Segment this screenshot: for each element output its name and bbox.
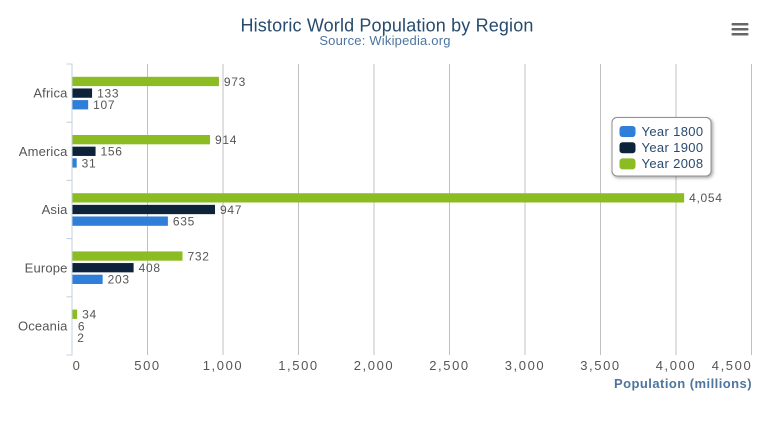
svg-text:973: 973: [224, 75, 246, 89]
svg-text:500: 500: [134, 358, 161, 373]
svg-text:1,000: 1,000: [203, 358, 244, 373]
svg-text:4,000: 4,000: [656, 358, 697, 373]
svg-text:Population (millions): Population (millions): [614, 376, 752, 391]
svg-text:Year 2008: Year 2008: [642, 156, 704, 171]
svg-text:31: 31: [82, 156, 97, 170]
svg-text:Oceania: Oceania: [18, 319, 68, 334]
svg-text:America: America: [19, 144, 68, 159]
svg-text:Year 1900: Year 1900: [642, 140, 704, 155]
svg-text:6: 6: [78, 319, 85, 333]
svg-text:408: 408: [139, 261, 161, 275]
svg-text:3,000: 3,000: [505, 358, 546, 373]
svg-text:947: 947: [220, 203, 242, 217]
svg-text:107: 107: [93, 98, 115, 112]
svg-text:203: 203: [108, 273, 130, 287]
svg-text:732: 732: [188, 249, 210, 263]
svg-text:Europe: Europe: [25, 260, 68, 275]
svg-text:2,000: 2,000: [354, 358, 395, 373]
svg-text:Year 1800: Year 1800: [642, 124, 704, 139]
svg-text:Asia: Asia: [42, 202, 69, 217]
svg-text:34: 34: [82, 308, 97, 322]
svg-text:Historic World Population by R: Historic World Population by Region: [240, 16, 533, 36]
svg-text:133: 133: [97, 86, 119, 100]
svg-text:3,500: 3,500: [580, 358, 621, 373]
svg-text:0: 0: [73, 358, 82, 373]
svg-text:4,054: 4,054: [689, 191, 723, 205]
svg-text:Africa: Africa: [33, 86, 68, 101]
svg-text:4,500: 4,500: [712, 358, 753, 373]
svg-text:1,500: 1,500: [278, 358, 319, 373]
svg-text:Source: Wikipedia.org: Source: Wikipedia.org: [319, 33, 450, 48]
svg-text:635: 635: [173, 214, 195, 228]
svg-text:2: 2: [77, 331, 84, 345]
svg-text:156: 156: [101, 145, 123, 159]
svg-text:2,500: 2,500: [429, 358, 470, 373]
svg-text:914: 914: [215, 133, 237, 147]
